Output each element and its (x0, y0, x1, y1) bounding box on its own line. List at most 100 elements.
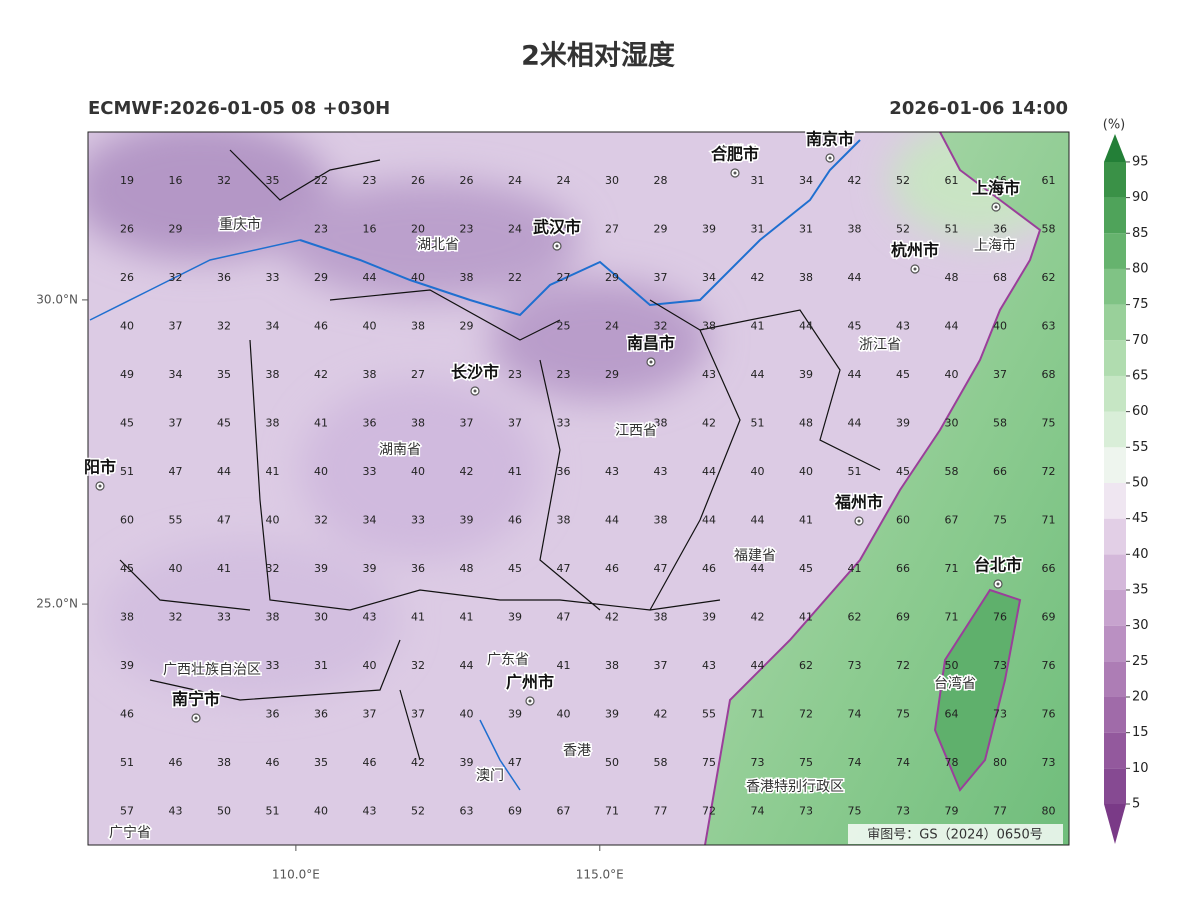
grid-value: 23 (363, 174, 377, 187)
grid-value: 48 (945, 271, 959, 284)
place-label: 南昌市 (627, 334, 675, 353)
model-run: ECMWF:2026-01-05 08 +030H (88, 98, 390, 119)
grid-value: 73 (751, 756, 765, 769)
colorbar-label: 30 (1132, 618, 1149, 633)
grid-value: 36 (557, 465, 571, 478)
grid-value: 23 (460, 223, 474, 236)
grid-value: 42 (848, 174, 862, 187)
grid-value: 36 (363, 417, 377, 430)
grid-value: 69 (896, 611, 910, 624)
grid-value: 26 (120, 223, 134, 236)
grid-value: 46 (993, 174, 1007, 187)
grid-value: 43 (605, 465, 619, 478)
grid-value: 39 (314, 562, 328, 575)
place-label: 福州市 (834, 493, 883, 512)
colorbar-label: 5 (1132, 797, 1140, 812)
city-dot (733, 171, 737, 175)
grid-value: 71 (945, 611, 959, 624)
grid-value: 72 (1042, 465, 1056, 478)
grid-value: 50 (945, 659, 959, 672)
grid-value: 24 (508, 223, 522, 236)
colorbar-box (1104, 375, 1126, 412)
grid-value: 37 (654, 659, 668, 672)
grid-value: 45 (848, 320, 862, 333)
grid-value: 38 (799, 271, 813, 284)
grid-value: 39 (799, 368, 813, 381)
grid-value: 37 (363, 708, 377, 721)
grid-value: 38 (654, 417, 668, 430)
grid-value: 26 (460, 174, 474, 187)
city-dot (194, 716, 198, 720)
grid-value: 34 (363, 514, 377, 527)
grid-value: 36 (217, 271, 231, 284)
grid-value: 77 (993, 805, 1007, 818)
grid-value: 41 (266, 465, 280, 478)
colorbar-box (1104, 161, 1126, 198)
grid-value: 39 (460, 756, 474, 769)
grid-value: 40 (945, 368, 959, 381)
colorbar-box (1104, 447, 1126, 483)
grid-value: 31 (751, 223, 765, 236)
colorbar-label: 70 (1132, 333, 1149, 348)
grid-value: 44 (799, 320, 813, 333)
grid-value: 25 (557, 320, 571, 333)
grid-value: 44 (363, 271, 377, 284)
colorbar-label: 25 (1132, 654, 1149, 669)
grid-value: 38 (411, 417, 425, 430)
grid-value: 32 (314, 514, 328, 527)
grid-value: 38 (605, 659, 619, 672)
grid-value: 44 (751, 659, 765, 672)
colorbar-box (1104, 411, 1126, 448)
grid-value: 44 (945, 320, 959, 333)
place-label: 香港特别行政区 (746, 779, 844, 795)
place-label: 湖南省 (379, 442, 421, 458)
colorbar-label: 20 (1132, 689, 1149, 704)
grid-value: 40 (411, 271, 425, 284)
city-dot (996, 582, 1000, 586)
grid-value: 33 (266, 271, 280, 284)
grid-value: 68 (993, 271, 1007, 284)
grid-value: 80 (1042, 805, 1056, 818)
place-label: 长沙市 (451, 363, 499, 382)
map-frame (87, 131, 1070, 846)
grid-value: 40 (993, 320, 1007, 333)
colorbar-box (1104, 304, 1126, 341)
grid-value: 32 (169, 271, 183, 284)
colorbar-label: 60 (1132, 404, 1149, 419)
grid-value: 47 (557, 562, 571, 575)
place-label: 澳门 (476, 768, 504, 784)
grid-value: 44 (751, 514, 765, 527)
grid-value: 29 (605, 368, 619, 381)
grid-value: 47 (217, 514, 231, 527)
grid-value: 38 (654, 514, 668, 527)
grid-value: 74 (848, 756, 862, 769)
grid-value: 33 (411, 514, 425, 527)
grid-value: 39 (702, 223, 716, 236)
place-label: 广州市 (506, 673, 554, 692)
grid-value: 42 (460, 465, 474, 478)
grid-value: 36 (266, 708, 280, 721)
grid-value: 46 (120, 708, 134, 721)
colorbar-label: 75 (1132, 297, 1149, 312)
grid-value: 50 (605, 756, 619, 769)
grid-value: 37 (411, 708, 425, 721)
grid-value: 30 (945, 417, 959, 430)
grid-value: 25 (557, 223, 571, 236)
x-tick-label: 110.0°E (272, 868, 320, 882)
colorbar-box (1104, 518, 1126, 555)
grid-value: 40 (314, 465, 328, 478)
colorbar-label: 10 (1132, 761, 1149, 776)
grid-value: 71 (945, 562, 959, 575)
grid-value: 44 (702, 465, 716, 478)
grid-value: 72 (896, 659, 910, 672)
grid-value: 33 (217, 611, 231, 624)
grid-value: 45 (896, 465, 910, 478)
colorbar-label: 40 (1132, 547, 1149, 562)
grid-value: 51 (945, 223, 959, 236)
map-background (88, 132, 1069, 845)
grid-value: 35 (217, 368, 231, 381)
grid-value: 51 (751, 417, 765, 430)
place-label: 台湾省 (934, 675, 976, 692)
grid-value: 26 (120, 271, 134, 284)
grid-value: 44 (751, 368, 765, 381)
